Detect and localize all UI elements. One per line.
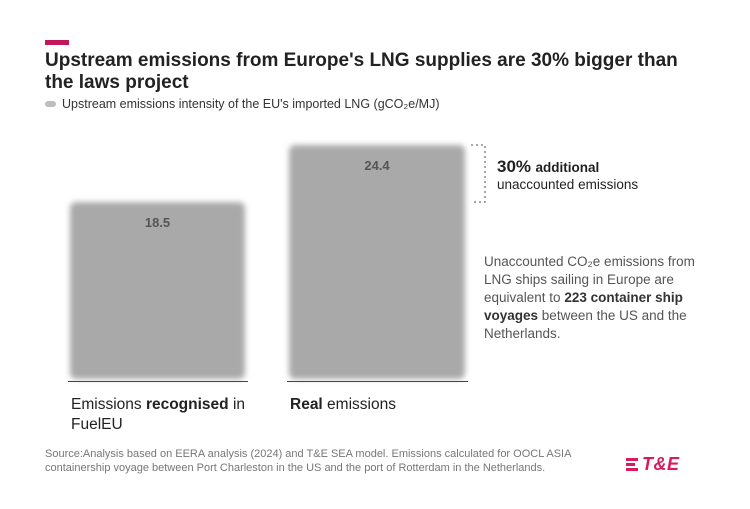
side-note-text-1: Unaccounted CO₂e emissions from LNG ship…: [484, 254, 695, 305]
category-label-recognised-bold: recognised: [145, 396, 229, 413]
annotation-percent-value: 30%: [497, 157, 532, 176]
logo-text: T&E: [642, 454, 680, 474]
category-label-real-bold: Real: [290, 396, 323, 413]
accent-bar: [45, 40, 69, 45]
category-label-recognised-post: in FuelEU: [71, 396, 246, 433]
annotation-percent-word: additional: [535, 160, 600, 175]
category-label-recognised-pre: Emissions: [71, 396, 146, 413]
logo-stripes-icon: [626, 458, 638, 471]
annotation-subtext: unaccounted emissions: [497, 177, 639, 192]
source-note: Source:Analysis based on EERA analysis (…: [45, 448, 571, 474]
annotation-percent: 30% additional: [497, 157, 599, 178]
category-label-recognised: Emissions recognised in FuelEU: [71, 395, 271, 435]
bar-1: [70, 202, 245, 379]
difference-bracket: [471, 144, 486, 203]
side-note: Unaccounted CO₂e emissions from LNG ship…: [484, 253, 699, 343]
legend: Upstream emissions intensity of the EU's…: [45, 97, 440, 111]
bar-chart: 18.5 24.4: [68, 144, 486, 382]
side-note-bold: 223 container ship voyages: [484, 290, 683, 323]
side-note-text-2: between the US and the Netherlands.: [484, 308, 687, 341]
chart-title: Upstream emissions from Europe's LNG sup…: [45, 50, 678, 93]
bar-2: [289, 145, 465, 379]
category-label-real-post: emissions: [322, 396, 396, 413]
te-logo: T&E: [626, 454, 680, 475]
legend-label: Upstream emissions intensity of the EU's…: [62, 97, 440, 111]
legend-swatch: [45, 101, 56, 107]
bar-value-label-2: 24.4: [364, 158, 390, 173]
category-label-real: Real emissions: [290, 395, 470, 415]
bar-value-label-1: 18.5: [145, 215, 170, 230]
